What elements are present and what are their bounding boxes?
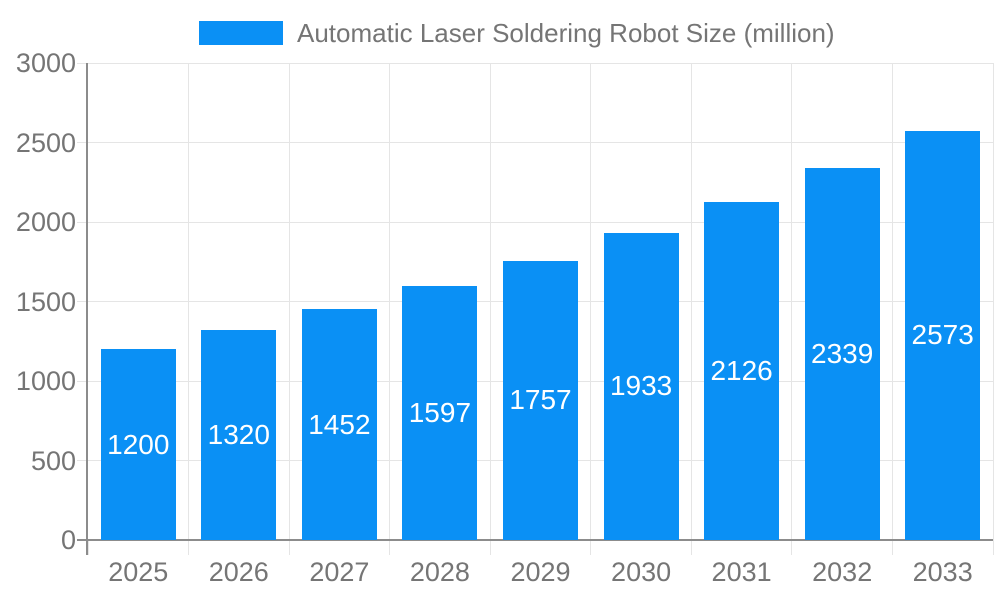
- x-tick-label: 2030: [611, 557, 672, 587]
- bar-2031: [704, 202, 780, 540]
- x-tick-label: 2033: [912, 557, 973, 587]
- gridline-vertical: [690, 63, 692, 540]
- bar-2025: [100, 349, 176, 540]
- gridline-vertical: [590, 63, 592, 540]
- gridline-horizontal: [88, 142, 993, 143]
- bar-2032: [804, 168, 880, 540]
- bar-value-label: 1597: [408, 397, 472, 428]
- bar-2029: [503, 260, 578, 540]
- gridline-vertical: [188, 63, 190, 540]
- x-tick-label: 2031: [711, 557, 772, 587]
- y-axis-tick: [77, 221, 88, 223]
- x-tick-label: 2029: [510, 557, 571, 587]
- x-axis-tick: [791, 540, 793, 555]
- y-tick-label: 3000: [15, 48, 76, 78]
- y-axis-tick: [77, 301, 88, 302]
- gridline-horizontal: [88, 221, 993, 223]
- bar-value-label: 2339: [811, 338, 874, 369]
- legend-swatch: [199, 21, 283, 45]
- x-tick-label: 2025: [108, 557, 169, 587]
- y-tick-label: 0: [60, 525, 76, 555]
- y-tick-label: 2000: [15, 207, 76, 237]
- bar-2030: [603, 232, 679, 540]
- gridline-vertical: [791, 63, 793, 540]
- bar-2028: [402, 286, 478, 540]
- y-tick-label: 1000: [15, 366, 76, 396]
- x-axis-tick: [389, 540, 391, 555]
- bar-2027: [301, 309, 377, 540]
- bar-2033: [905, 130, 981, 540]
- y-axis-tick: [77, 62, 88, 64]
- x-axis-tick: [690, 540, 692, 555]
- bar-2026: [201, 330, 277, 540]
- y-axis-tick: [77, 460, 88, 461]
- x-axis-tick: [891, 540, 893, 555]
- gridline-vertical: [891, 63, 893, 540]
- gridline-vertical: [489, 63, 491, 540]
- bar-value-label: 1452: [308, 408, 371, 440]
- x-axis-tick: [992, 540, 994, 555]
- legend-label: Automatic Laser Soldering Robot Size (mi…: [297, 18, 835, 48]
- bar-value-label: 2126: [710, 355, 773, 386]
- x-tick-label: 2032: [812, 557, 873, 587]
- gridline-vertical: [288, 63, 290, 540]
- x-axis-tick: [489, 540, 491, 555]
- x-axis-tick: [288, 540, 290, 555]
- bar-value-label: 1200: [107, 428, 170, 460]
- bar-value-label: 1757: [509, 384, 572, 416]
- y-tick-label: 500: [30, 445, 76, 476]
- x-axis-tick: [590, 540, 592, 555]
- x-tick-label: 2028: [409, 557, 470, 587]
- x-tick-label: 2027: [309, 557, 370, 587]
- bar-value-label: 2573: [911, 319, 974, 351]
- bar-value-label: 1933: [609, 370, 673, 402]
- x-axis-tick: [87, 540, 89, 555]
- gridline-vertical: [992, 63, 994, 540]
- x-tick-label: 2026: [208, 557, 269, 587]
- y-axis-tick: [77, 142, 88, 143]
- y-tick-label: 1500: [15, 286, 76, 317]
- y-axis-line: [86, 63, 88, 555]
- bar-value-label: 1320: [207, 419, 270, 451]
- y-tick-label: 2500: [15, 127, 76, 158]
- gridline-horizontal: [88, 62, 993, 64]
- x-axis-line: [77, 539, 993, 541]
- x-axis-tick: [188, 540, 190, 555]
- y-axis-tick: [77, 380, 88, 382]
- gridline-vertical: [389, 63, 391, 540]
